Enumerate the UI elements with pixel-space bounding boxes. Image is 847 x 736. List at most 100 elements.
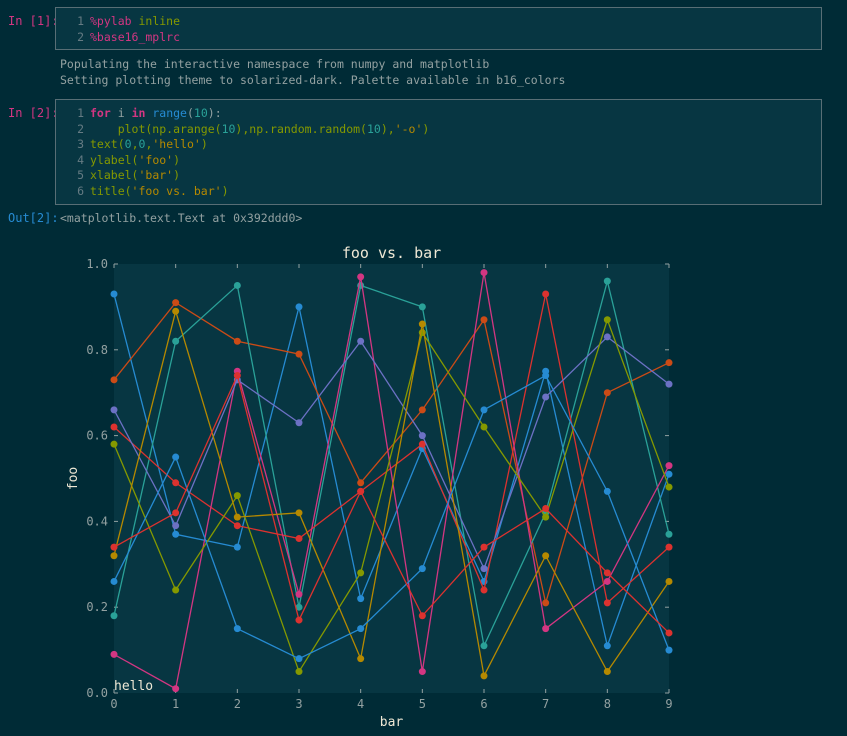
y-tick-label: 0.0	[86, 686, 108, 700]
series-line-7	[113, 308, 670, 678]
x-tick-label: 8	[604, 697, 611, 711]
code-token: for	[90, 106, 111, 120]
code-line[interactable]: 5 xlabel('bar')	[56, 168, 821, 184]
data-point	[603, 333, 611, 341]
y-tick-label: 0.8	[86, 343, 108, 357]
data-point	[172, 337, 180, 345]
data-point	[418, 668, 426, 676]
y-tick-label: 0.6	[86, 429, 108, 443]
code-token: 'hello'	[152, 137, 201, 152]
data-point	[295, 668, 303, 676]
data-point	[480, 406, 488, 414]
code-line[interactable]: 3 text(0,0,'hello')	[56, 137, 821, 153]
data-point	[295, 616, 303, 624]
data-point	[357, 625, 365, 633]
code-line[interactable]: 6 title('foo vs. bar')	[56, 184, 821, 200]
x-tick-label: 5	[419, 697, 426, 711]
x-tick-label: 0	[110, 697, 117, 711]
code-line[interactable]: 2 plot(np.arange(10),np.random.random(10…	[56, 122, 821, 138]
series-line-4	[113, 272, 670, 690]
data-point	[233, 522, 241, 530]
data-point	[233, 372, 241, 380]
data-point	[603, 642, 611, 650]
code-token: '-o'	[394, 121, 423, 136]
output-line: Setting plotting theme to solarized-dark…	[60, 72, 566, 87]
data-point	[295, 419, 303, 427]
data-point	[480, 269, 488, 277]
data-point	[172, 453, 180, 461]
data-point	[665, 629, 673, 637]
series-line-0	[113, 293, 670, 649]
code-token: text(	[90, 137, 125, 152]
annotation-hello: hello	[114, 679, 153, 694]
code-token: )	[422, 121, 430, 136]
data-point	[233, 337, 241, 345]
data-point	[172, 479, 180, 487]
code-token: %pylab	[90, 14, 132, 28]
data-point	[603, 389, 611, 397]
output-line: Populating the interactive namespace fro…	[60, 57, 490, 71]
data-point	[665, 646, 673, 654]
data-point	[542, 372, 550, 380]
data-point	[172, 586, 180, 594]
data-point	[665, 483, 673, 491]
code-token: ),	[380, 121, 395, 136]
data-point	[110, 577, 118, 585]
data-point	[418, 406, 426, 414]
data-point	[295, 509, 303, 517]
cell-2-output-repr: <matplotlib.text.Text at 0x392ddd0>	[60, 211, 303, 225]
data-point	[233, 513, 241, 521]
data-point	[418, 320, 426, 328]
line-number: 6	[77, 183, 84, 198]
data-point	[418, 432, 426, 440]
data-point	[295, 603, 303, 611]
data-point	[110, 552, 118, 560]
code-cell-1[interactable]: 1 %pylab inline 2 %base16_mplrc	[55, 7, 822, 50]
code-line[interactable]: 2 %base16_mplrc	[56, 30, 821, 46]
code-token: ):	[207, 106, 222, 120]
x-tick-label: 2	[234, 697, 241, 711]
data-point	[418, 565, 426, 573]
data-point	[480, 543, 488, 551]
line-number: 3	[77, 137, 84, 152]
data-point	[665, 543, 673, 551]
line-number: 2	[77, 29, 84, 44]
data-point	[233, 492, 241, 500]
x-tick-label: 6	[480, 697, 487, 711]
x-tick-label: 4	[357, 697, 364, 711]
data-point	[603, 577, 611, 585]
code-token: in	[131, 106, 146, 120]
data-point	[110, 376, 118, 384]
data-point	[603, 668, 611, 676]
code-token: ),np.random.random(	[235, 121, 367, 136]
code-token: xlabel(	[90, 168, 139, 183]
code-token: title(	[90, 183, 132, 198]
data-point	[480, 642, 488, 650]
data-point	[172, 509, 180, 517]
data-point	[357, 273, 365, 281]
x-tick-label: 1	[172, 697, 179, 711]
code-line[interactable]: 1 for i in range(10):	[56, 106, 821, 122]
plot-area	[114, 264, 669, 693]
code-token: ,	[145, 137, 153, 152]
code-token: 10	[193, 106, 208, 120]
code-token: 0	[138, 137, 146, 152]
code-token: )	[221, 183, 229, 198]
data-point	[357, 569, 365, 577]
data-point	[110, 406, 118, 414]
y-tick-label: 0.4	[86, 514, 108, 528]
data-point	[480, 423, 488, 431]
data-point	[542, 393, 550, 401]
data-point	[665, 577, 673, 585]
data-point	[295, 535, 303, 543]
data-point	[357, 337, 365, 345]
code-line[interactable]: 1 %pylab inline	[56, 14, 821, 30]
code-token: 0	[124, 137, 132, 152]
x-tick-label: 3	[295, 697, 302, 711]
code-token: 'foo'	[138, 152, 174, 167]
code-token: ,	[131, 137, 139, 152]
data-point	[603, 569, 611, 577]
code-line[interactable]: 4 ylabel('foo')	[56, 153, 821, 169]
y-tick-label: 0.2	[86, 600, 108, 614]
code-cell-2[interactable]: 1 for i in range(10): 2 plot(np.arange(10)…	[55, 99, 822, 205]
